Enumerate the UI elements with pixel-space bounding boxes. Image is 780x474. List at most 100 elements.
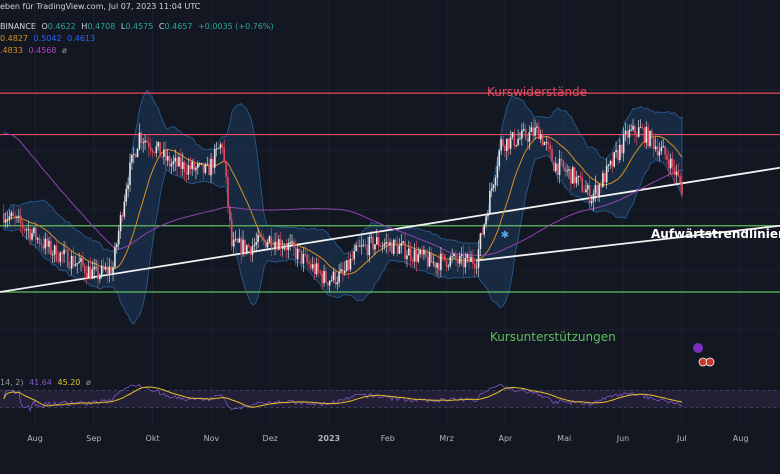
- candle-body: [238, 238, 241, 243]
- candle-body: [417, 254, 420, 262]
- candle-body: [568, 169, 570, 171]
- candle-body: [294, 247, 297, 260]
- x-tick-label: 2023: [318, 434, 340, 443]
- candle-body: [379, 246, 382, 248]
- bb-basis: 0.4827: [0, 34, 28, 43]
- candle-body: [647, 126, 649, 147]
- candle-body: [151, 150, 154, 153]
- candle-body: [276, 241, 278, 250]
- candle-body: [112, 267, 114, 274]
- candle-body: [215, 148, 218, 150]
- candle-body: [662, 146, 664, 148]
- candle-body: [519, 138, 521, 140]
- candle-body: [671, 158, 674, 167]
- candle-body: [543, 142, 546, 146]
- candle-body: [637, 127, 640, 137]
- bb-lower: 0.4613: [67, 34, 96, 43]
- candle-body: [65, 249, 67, 251]
- candle-body: [281, 248, 284, 250]
- close-value: 0.4657: [164, 22, 193, 31]
- candle-body: [217, 148, 220, 150]
- candle-body: [549, 144, 551, 150]
- candle-body: [400, 242, 403, 246]
- candle-body: [293, 241, 295, 248]
- rsi-pane: [0, 383, 780, 412]
- candle-body: [261, 237, 263, 238]
- candle-body: [598, 184, 600, 197]
- candle-body: [208, 163, 210, 176]
- candle-body: [343, 270, 346, 274]
- candle-body: [364, 244, 367, 246]
- candle-body: [234, 238, 237, 240]
- rsi-band: [0, 390, 780, 408]
- candle-body: [176, 157, 178, 167]
- candle-body: [426, 256, 429, 267]
- candle-body: [93, 267, 96, 270]
- candle-body: [449, 256, 452, 266]
- candle-body: [153, 152, 156, 154]
- candle-body: [134, 154, 137, 158]
- x-tick-label: Sep: [86, 434, 101, 443]
- candle-body: [438, 263, 440, 271]
- candle-body: [83, 265, 86, 274]
- candle-body: [526, 138, 529, 142]
- candle-body: [300, 250, 303, 264]
- chart-grid: [0, 0, 780, 425]
- candle-body: [359, 246, 361, 248]
- candle-body: [191, 161, 193, 170]
- x-tick-label: Mai: [557, 434, 571, 443]
- candle-body: [80, 258, 82, 262]
- candle-body: [323, 271, 325, 284]
- x-tick-label: Aug: [733, 434, 749, 443]
- x-tick-label: Feb: [381, 434, 395, 443]
- candle-body: [592, 193, 595, 202]
- candle-body: [441, 253, 444, 255]
- candle-body: [259, 234, 261, 238]
- change-value: +0.0035 (+0.76%): [198, 22, 274, 31]
- candle-body: [666, 154, 668, 161]
- candle-body: [144, 140, 146, 143]
- candle-body: [615, 150, 617, 153]
- ma-fast-value: .4833: [0, 46, 23, 55]
- candle-body: [193, 161, 195, 171]
- candle-body: [225, 161, 227, 177]
- candle-body: [340, 269, 342, 272]
- candle-body: [626, 130, 629, 138]
- candle-body: [603, 173, 606, 183]
- candle-body: [457, 260, 459, 264]
- candle-body: [230, 220, 233, 247]
- candle-body: [247, 245, 250, 247]
- support-label: Kursunterstützungen: [490, 330, 616, 344]
- candle-body: [360, 245, 363, 247]
- candle-body: [278, 239, 280, 250]
- candle-body: [285, 247, 288, 251]
- candle-body: [72, 255, 75, 266]
- exchange-label: BINANCE: [0, 22, 36, 31]
- candle-body: [123, 201, 126, 217]
- candle-body: [453, 254, 455, 257]
- candle-body: [423, 250, 425, 255]
- candle-body: [23, 228, 26, 231]
- candle-body: [78, 261, 80, 264]
- rsi-ma-value: 45.20: [57, 378, 81, 387]
- event-flag-icon: [705, 357, 715, 367]
- candle-body: [464, 258, 467, 268]
- candle-body: [174, 157, 177, 162]
- candle-body: [539, 134, 542, 140]
- candle-body: [270, 236, 273, 248]
- candle-body: [490, 188, 493, 191]
- rsi-ma-line: [3, 386, 683, 408]
- x-tick-label: Dez: [263, 434, 278, 443]
- x-tick-label: Jun: [616, 434, 630, 443]
- candle-body: [91, 269, 94, 279]
- published-text: eben für TradingView.com, Jul 07, 2023 1…: [0, 2, 201, 11]
- published-line: eben für TradingView.com, Jul 07, 2023 1…: [0, 2, 203, 12]
- x-tick-label: Aug: [27, 434, 43, 443]
- candle-body: [67, 250, 69, 268]
- candle-body: [673, 166, 676, 175]
- candle-body: [641, 127, 644, 129]
- candle-body: [502, 139, 504, 146]
- candle-body: [328, 280, 331, 286]
